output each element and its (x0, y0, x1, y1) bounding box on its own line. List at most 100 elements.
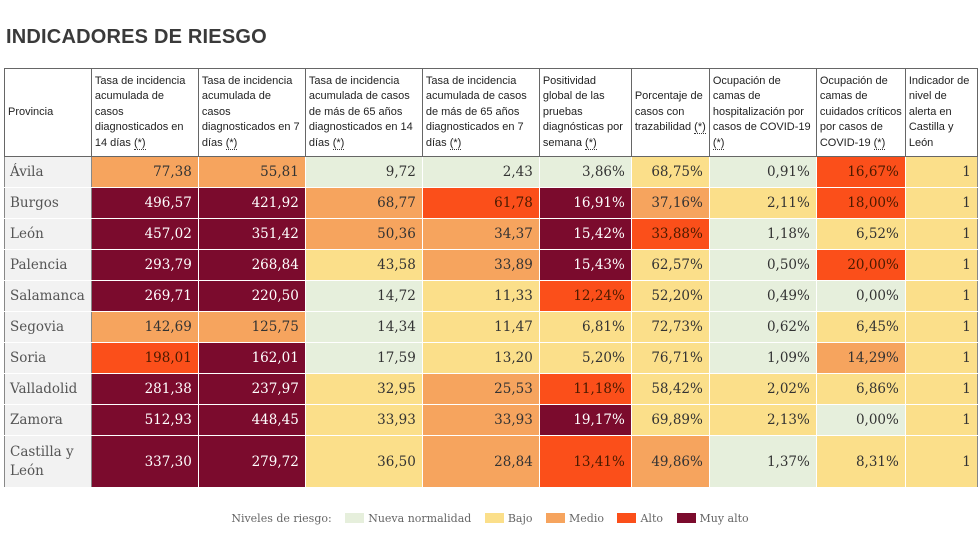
ref-tooltip[interactable]: (*) (332, 136, 345, 150)
value-cell: 269,71 (90, 280, 199, 312)
ref-tooltip[interactable]: (*) (712, 136, 725, 150)
table-body: Ávila 77,38 55,81 9,72 2,43 3,86% 68,75% 0,91% 1… (4, 156, 978, 488)
value-cell: 198,01 (90, 342, 199, 374)
value-cell: 12,24% (538, 280, 632, 312)
province-cell: Valladolid (4, 373, 92, 405)
value-cell: 68,75% (630, 156, 710, 188)
column-header-nivel-alerta: Indicador de nivel de alerta en Castilla… (904, 68, 978, 157)
value-cell: 0,91% (708, 156, 817, 188)
value-cell: 1 (904, 373, 978, 405)
value-cell: 14,72 (304, 280, 423, 312)
value-cell: 0,00% (815, 280, 906, 312)
value-cell: 1,09% (708, 342, 817, 374)
legend-label: Alto (640, 512, 663, 525)
value-cell: 2,43 (421, 156, 540, 188)
table-row: Castilla y León 337,30 279,72 36,50 28,84 13,… (4, 435, 978, 488)
province-cell: Segovia (4, 311, 92, 343)
value-cell: 0,00% (815, 404, 906, 436)
value-cell: 6,86% (815, 373, 906, 405)
value-cell: 15,43% (538, 249, 632, 281)
value-cell: 49,86% (630, 435, 710, 488)
value-cell: 1 (904, 342, 978, 374)
value-cell: 6,45% (815, 311, 906, 343)
value-cell: 1,37% (708, 435, 817, 488)
value-cell: 76,71% (630, 342, 710, 374)
legend-label: Bajo (507, 512, 533, 525)
table-row: Soria 198,01 162,01 17,59 13,20 5,20% 76,71% 1,… (4, 342, 978, 374)
value-cell: 14,29% (815, 342, 906, 374)
column-header-positividad: Positividad global de las pruebas diagnó… (538, 68, 632, 157)
value-cell: 17,59 (304, 342, 423, 374)
value-cell: 68,77 (304, 187, 423, 219)
value-cell: 72,73% (630, 311, 710, 343)
value-cell: 8,31% (815, 435, 906, 488)
legend: Niveles de riesgo: Nueva normalidad Bajo… (0, 512, 980, 525)
province-cell: Salamanca (4, 280, 92, 312)
value-cell: 3,86% (538, 156, 632, 188)
ref-tooltip[interactable]: (*) (585, 136, 597, 150)
value-cell: 496,57 (90, 187, 199, 219)
value-cell: 9,72 (304, 156, 423, 188)
legend-swatch-alto (617, 513, 637, 523)
value-cell: 6,52% (815, 218, 906, 250)
legend-swatch-medio (546, 513, 566, 523)
value-cell: 37,16% (630, 187, 710, 219)
value-cell: 55,81 (197, 156, 306, 188)
value-cell: 457,02 (90, 218, 199, 250)
value-cell: 293,79 (90, 249, 199, 281)
province-cell: León (4, 218, 92, 250)
legend-label: Medio (569, 512, 604, 525)
value-cell: 2,11% (708, 187, 817, 219)
value-cell: 6,81% (538, 311, 632, 343)
value-cell: 1 (904, 249, 978, 281)
column-header-criticos: Ocupación de camas de cuidados críticos … (815, 68, 906, 157)
province-cell: Palencia (4, 249, 92, 281)
table-header-row: Provincia Tasa de incidencia acumulada d… (4, 68, 978, 157)
ref-tooltip[interactable]: (*) (225, 136, 238, 150)
value-cell: 421,92 (197, 187, 306, 219)
table-row: Burgos 496,57 421,92 68,77 61,78 16,91% 37,16%… (4, 187, 978, 219)
value-cell: 28,84 (421, 435, 540, 488)
table-row: Valladolid 281,38 237,97 32,95 25,53 11,18% 58… (4, 373, 978, 405)
value-cell: 337,30 (90, 435, 199, 488)
value-cell: 142,69 (90, 311, 199, 343)
value-cell: 1 (904, 435, 978, 488)
value-cell: 33,88% (630, 218, 710, 250)
province-cell: Ávila (4, 156, 92, 188)
column-header-trazabilidad: Porcentaje de casos con trazabilidad (*) (630, 68, 710, 157)
value-cell: 77,38 (90, 156, 199, 188)
value-cell: 279,72 (197, 435, 306, 488)
table-row: Ávila 77,38 55,81 9,72 2,43 3,86% 68,75% 0,91% 1… (4, 156, 978, 188)
value-cell: 69,89% (630, 404, 710, 436)
ref-tooltip[interactable]: (*) (449, 136, 462, 150)
value-cell: 351,42 (197, 218, 306, 250)
value-cell: 0,62% (708, 311, 817, 343)
value-cell: 1 (904, 218, 978, 250)
ref-tooltip[interactable]: (*) (694, 121, 706, 135)
column-header-provincia: Provincia (4, 68, 92, 157)
value-cell: 14,34 (304, 311, 423, 343)
value-cell: 25,53 (421, 373, 540, 405)
value-cell: 33,89 (421, 249, 540, 281)
legend-title: Niveles de riesgo: (231, 512, 332, 525)
column-header-ia7: Tasa de incidencia acumulada de casos di… (197, 68, 306, 157)
value-cell: 15,42% (538, 218, 632, 250)
value-cell: 58,42% (630, 373, 710, 405)
province-cell: Castilla y León (4, 435, 92, 488)
value-cell: 281,38 (90, 373, 199, 405)
legend-swatch-nueva-normalidad (345, 513, 365, 523)
value-cell: 2,13% (708, 404, 817, 436)
value-cell: 16,67% (815, 156, 906, 188)
value-cell: 33,93 (421, 404, 540, 436)
value-cell: 13,20 (421, 342, 540, 374)
value-cell: 237,97 (197, 373, 306, 405)
value-cell: 1,18% (708, 218, 817, 250)
value-cell: 1 (904, 404, 978, 436)
risk-indicators-table: Provincia Tasa de incidencia acumulada d… (4, 68, 978, 488)
ref-tooltip[interactable]: (*) (133, 136, 146, 150)
value-cell: 512,93 (90, 404, 199, 436)
value-cell: 11,47 (421, 311, 540, 343)
value-cell: 2,02% (708, 373, 817, 405)
value-cell: 5,20% (538, 342, 632, 374)
ref-tooltip[interactable]: (*) (873, 136, 886, 150)
